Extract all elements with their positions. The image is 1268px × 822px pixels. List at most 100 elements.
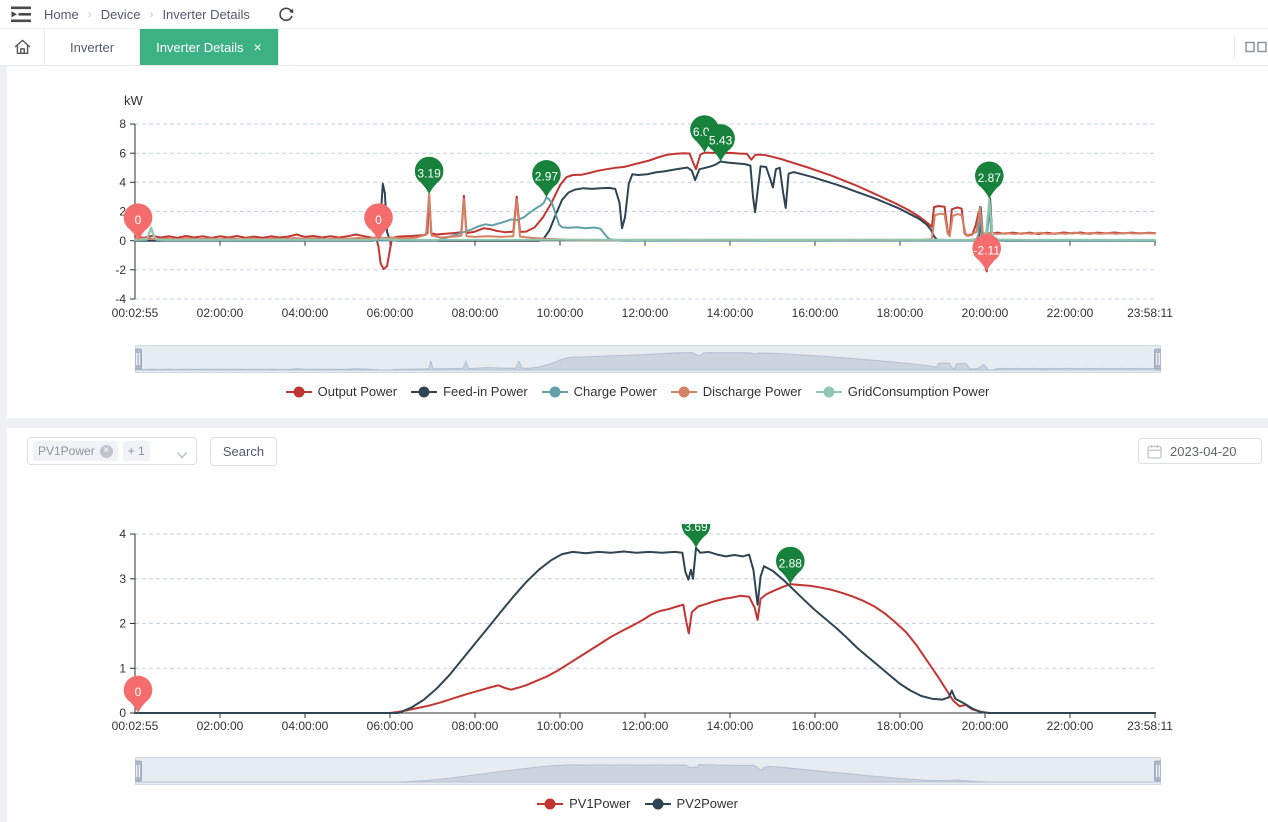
svg-text:08:00:00: 08:00:00 <box>452 719 499 733</box>
legend-label: Feed-in Power <box>443 384 528 399</box>
power-chart-legend: Output Power Feed-in Power Charge Power Dis… <box>7 384 1268 399</box>
svg-text:20:00:00: 20:00:00 <box>962 306 1009 320</box>
svg-text:18:00:00: 18:00:00 <box>877 719 924 733</box>
series-multiselect[interactable]: PV1Power × + 1 <box>27 437 197 465</box>
breadcrumb-separator: › <box>87 7 92 21</box>
search-button[interactable]: Search <box>210 437 277 466</box>
svg-text:0: 0 <box>375 213 382 227</box>
svg-text:5.43: 5.43 <box>709 134 733 148</box>
svg-text:10:00:00: 10:00:00 <box>537 719 584 733</box>
power-chart-card: kW -4 -2 0 2 4 6 8 00:02:55 02:00:00 04:00:00 06:0… <box>7 66 1268 418</box>
tab-inverter[interactable]: Inverter <box>45 29 141 65</box>
svg-text:02:00:00: 02:00:00 <box>197 306 244 320</box>
legend-marker-icon <box>541 386 568 397</box>
power-chart-datazoom-slider[interactable] <box>135 345 1161 373</box>
tab-close-icon[interactable]: × <box>253 39 262 55</box>
svg-text:23:58:11: 23:58:11 <box>1127 306 1173 320</box>
svg-text:4: 4 <box>119 176 126 190</box>
breadcrumb: Home › Device › Inverter Details <box>44 7 250 22</box>
tab-inverter-details-label: Inverter Details <box>156 39 244 55</box>
legend-label: PV1Power <box>569 796 631 811</box>
legend-item-output-power[interactable]: Output Power <box>285 384 397 399</box>
selected-tag-label: PV1Power <box>38 444 95 458</box>
svg-text:0: 0 <box>119 234 126 248</box>
chevron-down-icon <box>176 447 188 465</box>
svg-text:-4: -4 <box>115 292 126 306</box>
svg-text:2: 2 <box>119 205 126 219</box>
menu-fold-icon-svg <box>11 6 31 22</box>
svg-text:16:00:00: 16:00:00 <box>792 719 839 733</box>
svg-text:14:00:00: 14:00:00 <box>707 719 754 733</box>
svg-text:2.97: 2.97 <box>535 170 559 184</box>
date-picker[interactable]: 2023-04-20 <box>1138 438 1262 464</box>
legend-marker-icon <box>670 386 697 397</box>
svg-text:02:00:00: 02:00:00 <box>197 719 244 733</box>
selected-tag-pv1power: PV1Power × <box>33 441 118 461</box>
svg-text:3.69: 3.69 <box>684 524 708 534</box>
svg-text:22:00:00: 22:00:00 <box>1047 306 1094 320</box>
top-navbar: Home › Device › Inverter Details <box>0 0 1268 29</box>
home-icon <box>14 39 30 54</box>
svg-text:18:00:00: 18:00:00 <box>877 306 924 320</box>
svg-text:3.19: 3.19 <box>417 166 441 180</box>
svg-text:06:00:00: 06:00:00 <box>367 306 414 320</box>
svg-text:2: 2 <box>119 617 126 631</box>
svg-text:08:00:00: 08:00:00 <box>452 306 499 320</box>
legend-item-pv2power[interactable]: PV2Power <box>644 796 738 811</box>
legend-item-gridconsumption-power[interactable]: GridConsumption Power <box>815 384 989 399</box>
svg-text:16:00:00: 16:00:00 <box>792 306 839 320</box>
svg-text:8: 8 <box>119 117 126 131</box>
svg-text:6: 6 <box>119 146 126 160</box>
legend-marker-icon <box>285 386 312 397</box>
svg-text:06:00:00: 06:00:00 <box>367 719 414 733</box>
calendar-icon <box>1147 444 1162 459</box>
tab-list-icon-svg <box>1245 41 1267 53</box>
svg-text:10:00:00: 10:00:00 <box>537 306 584 320</box>
tab-home[interactable] <box>0 29 45 65</box>
svg-text:14:00:00: 14:00:00 <box>707 306 754 320</box>
svg-text:2.88: 2.88 <box>779 556 803 570</box>
svg-text:-2: -2 <box>115 263 126 277</box>
legend-marker-icon <box>537 798 564 809</box>
legend-item-charge-power[interactable]: Charge Power <box>541 384 657 399</box>
legend-label: PV2Power <box>676 796 738 811</box>
tag-close-icon[interactable]: × <box>99 444 113 458</box>
legend-label: Charge Power <box>573 384 657 399</box>
breadcrumb-device[interactable]: Device <box>100 6 141 22</box>
svg-text:12:00:00: 12:00:00 <box>622 306 669 320</box>
tab-bar: Inverter Inverter Details × <box>0 29 1268 66</box>
svg-text:0: 0 <box>135 685 142 699</box>
section-divider <box>7 418 1268 428</box>
refresh-icon[interactable] <box>278 6 294 22</box>
svg-text:4: 4 <box>119 527 126 541</box>
page-content: kW -4 -2 0 2 4 6 8 00:02:55 02:00:00 04:00:00 06:0… <box>0 66 1268 822</box>
legend-marker-icon <box>815 386 842 397</box>
tab-list-icon[interactable] <box>1234 36 1268 58</box>
menu-fold-icon[interactable] <box>11 6 32 23</box>
svg-text:23:58:11: 23:58:11 <box>1127 719 1173 733</box>
svg-text:0: 0 <box>119 706 126 720</box>
svg-text:20:00:00: 20:00:00 <box>962 719 1009 733</box>
filter-row: PV1Power × + 1 Search 2023-04-20 <box>7 428 1268 474</box>
legend-marker-icon <box>644 798 671 809</box>
breadcrumb-home[interactable]: Home <box>44 6 79 22</box>
svg-text:3: 3 <box>119 572 126 586</box>
legend-label: Discharge Power <box>702 384 802 399</box>
svg-text:1: 1 <box>119 661 126 675</box>
legend-item-discharge-power[interactable]: Discharge Power <box>670 384 802 399</box>
date-value: 2023-04-20 <box>1170 443 1237 459</box>
legend-marker-icon <box>411 386 438 397</box>
breadcrumb-inverter-details[interactable]: Inverter Details <box>162 6 250 22</box>
refresh-icon-svg <box>279 7 294 22</box>
pv-chart-datazoom-slider[interactable] <box>135 757 1161 785</box>
tab-inverter-label: Inverter <box>70 39 115 55</box>
legend-item-feed-in-power[interactable]: Feed-in Power <box>411 384 528 399</box>
y-axis-unit-label: kW <box>124 93 143 108</box>
legend-item-pv1power[interactable]: PV1Power <box>537 796 631 811</box>
tab-inverter-details[interactable]: Inverter Details × <box>140 29 279 65</box>
pv-chart-legend: PV1Power PV2Power <box>7 796 1268 811</box>
svg-text:00:02:55: 00:02:55 <box>112 306 159 320</box>
